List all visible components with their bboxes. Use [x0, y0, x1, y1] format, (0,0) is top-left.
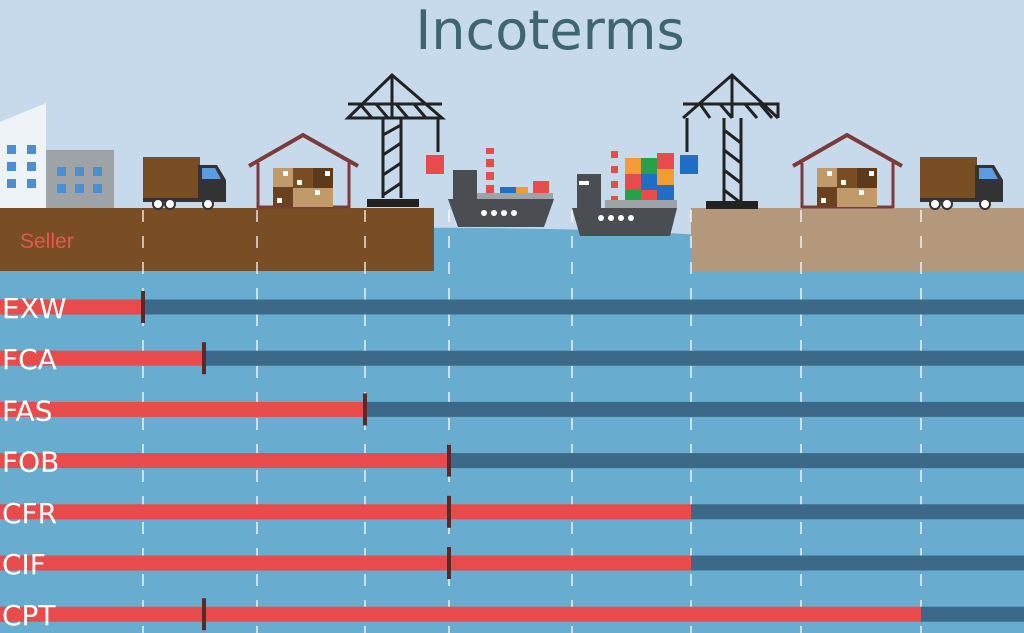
risk-transfer-marker — [447, 547, 451, 579]
risk-transfer-marker — [141, 291, 145, 323]
seller-cost-bar — [0, 299, 143, 315]
term-label: FOB — [2, 446, 59, 479]
port-crane-icon — [344, 72, 447, 207]
buyer-cost-bar — [204, 350, 1024, 366]
seller-cost-bar — [0, 504, 691, 520]
risk-transfer-marker — [363, 393, 367, 426]
risk-transfer-marker — [202, 342, 206, 375]
diagram-title: Incoterms — [415, 0, 684, 62]
term-row-fob: FOB — [0, 444, 1024, 479]
buyer-cost-bar — [143, 299, 1024, 315]
delivery-truck-icon — [920, 157, 1003, 210]
office-building-icon — [0, 103, 114, 208]
seller-cost-bar — [0, 350, 204, 366]
term-row-cif: CIF — [0, 547, 1024, 581]
water — [0, 227, 1024, 633]
buyer-cost-bar — [921, 606, 1024, 622]
term-row-cfr: CFR — [0, 495, 1024, 530]
seller-cost-bar — [0, 453, 449, 469]
seller-label: Seller — [20, 230, 74, 253]
term-row-cpt: CPT — [0, 598, 1024, 632]
buyer-cost-bar — [691, 504, 1024, 520]
warehouse-icon — [248, 132, 359, 209]
term-label: CPT — [2, 599, 56, 632]
cargo-ship-icon — [448, 148, 554, 227]
seller-cost-bar — [0, 606, 921, 622]
term-label: FCA — [2, 343, 57, 376]
port-crane-icon — [680, 72, 780, 209]
buyer-land — [691, 208, 1024, 271]
term-label: CFR — [2, 497, 57, 530]
term-row-fas: FAS — [0, 393, 1024, 427]
term-row-exw: EXW — [0, 291, 1024, 325]
seller-land — [0, 208, 434, 271]
delivery-truck-icon — [143, 157, 226, 210]
term-label: CIF — [2, 548, 46, 581]
term-label: EXW — [2, 292, 67, 325]
term-label: FAS — [2, 394, 52, 427]
risk-transfer-marker — [447, 444, 451, 477]
risk-transfer-marker — [202, 598, 206, 631]
cargo-ship-icon — [572, 151, 677, 236]
buyer-cost-bar — [365, 401, 1024, 417]
seller-cost-bar — [0, 555, 691, 571]
risk-transfer-marker — [447, 495, 451, 528]
buyer-cost-bar — [449, 453, 1024, 469]
buyer-cost-bar — [691, 555, 1024, 571]
warehouse-icon — [792, 132, 903, 209]
seller-cost-bar — [0, 401, 365, 417]
term-row-fca: FCA — [0, 342, 1024, 376]
